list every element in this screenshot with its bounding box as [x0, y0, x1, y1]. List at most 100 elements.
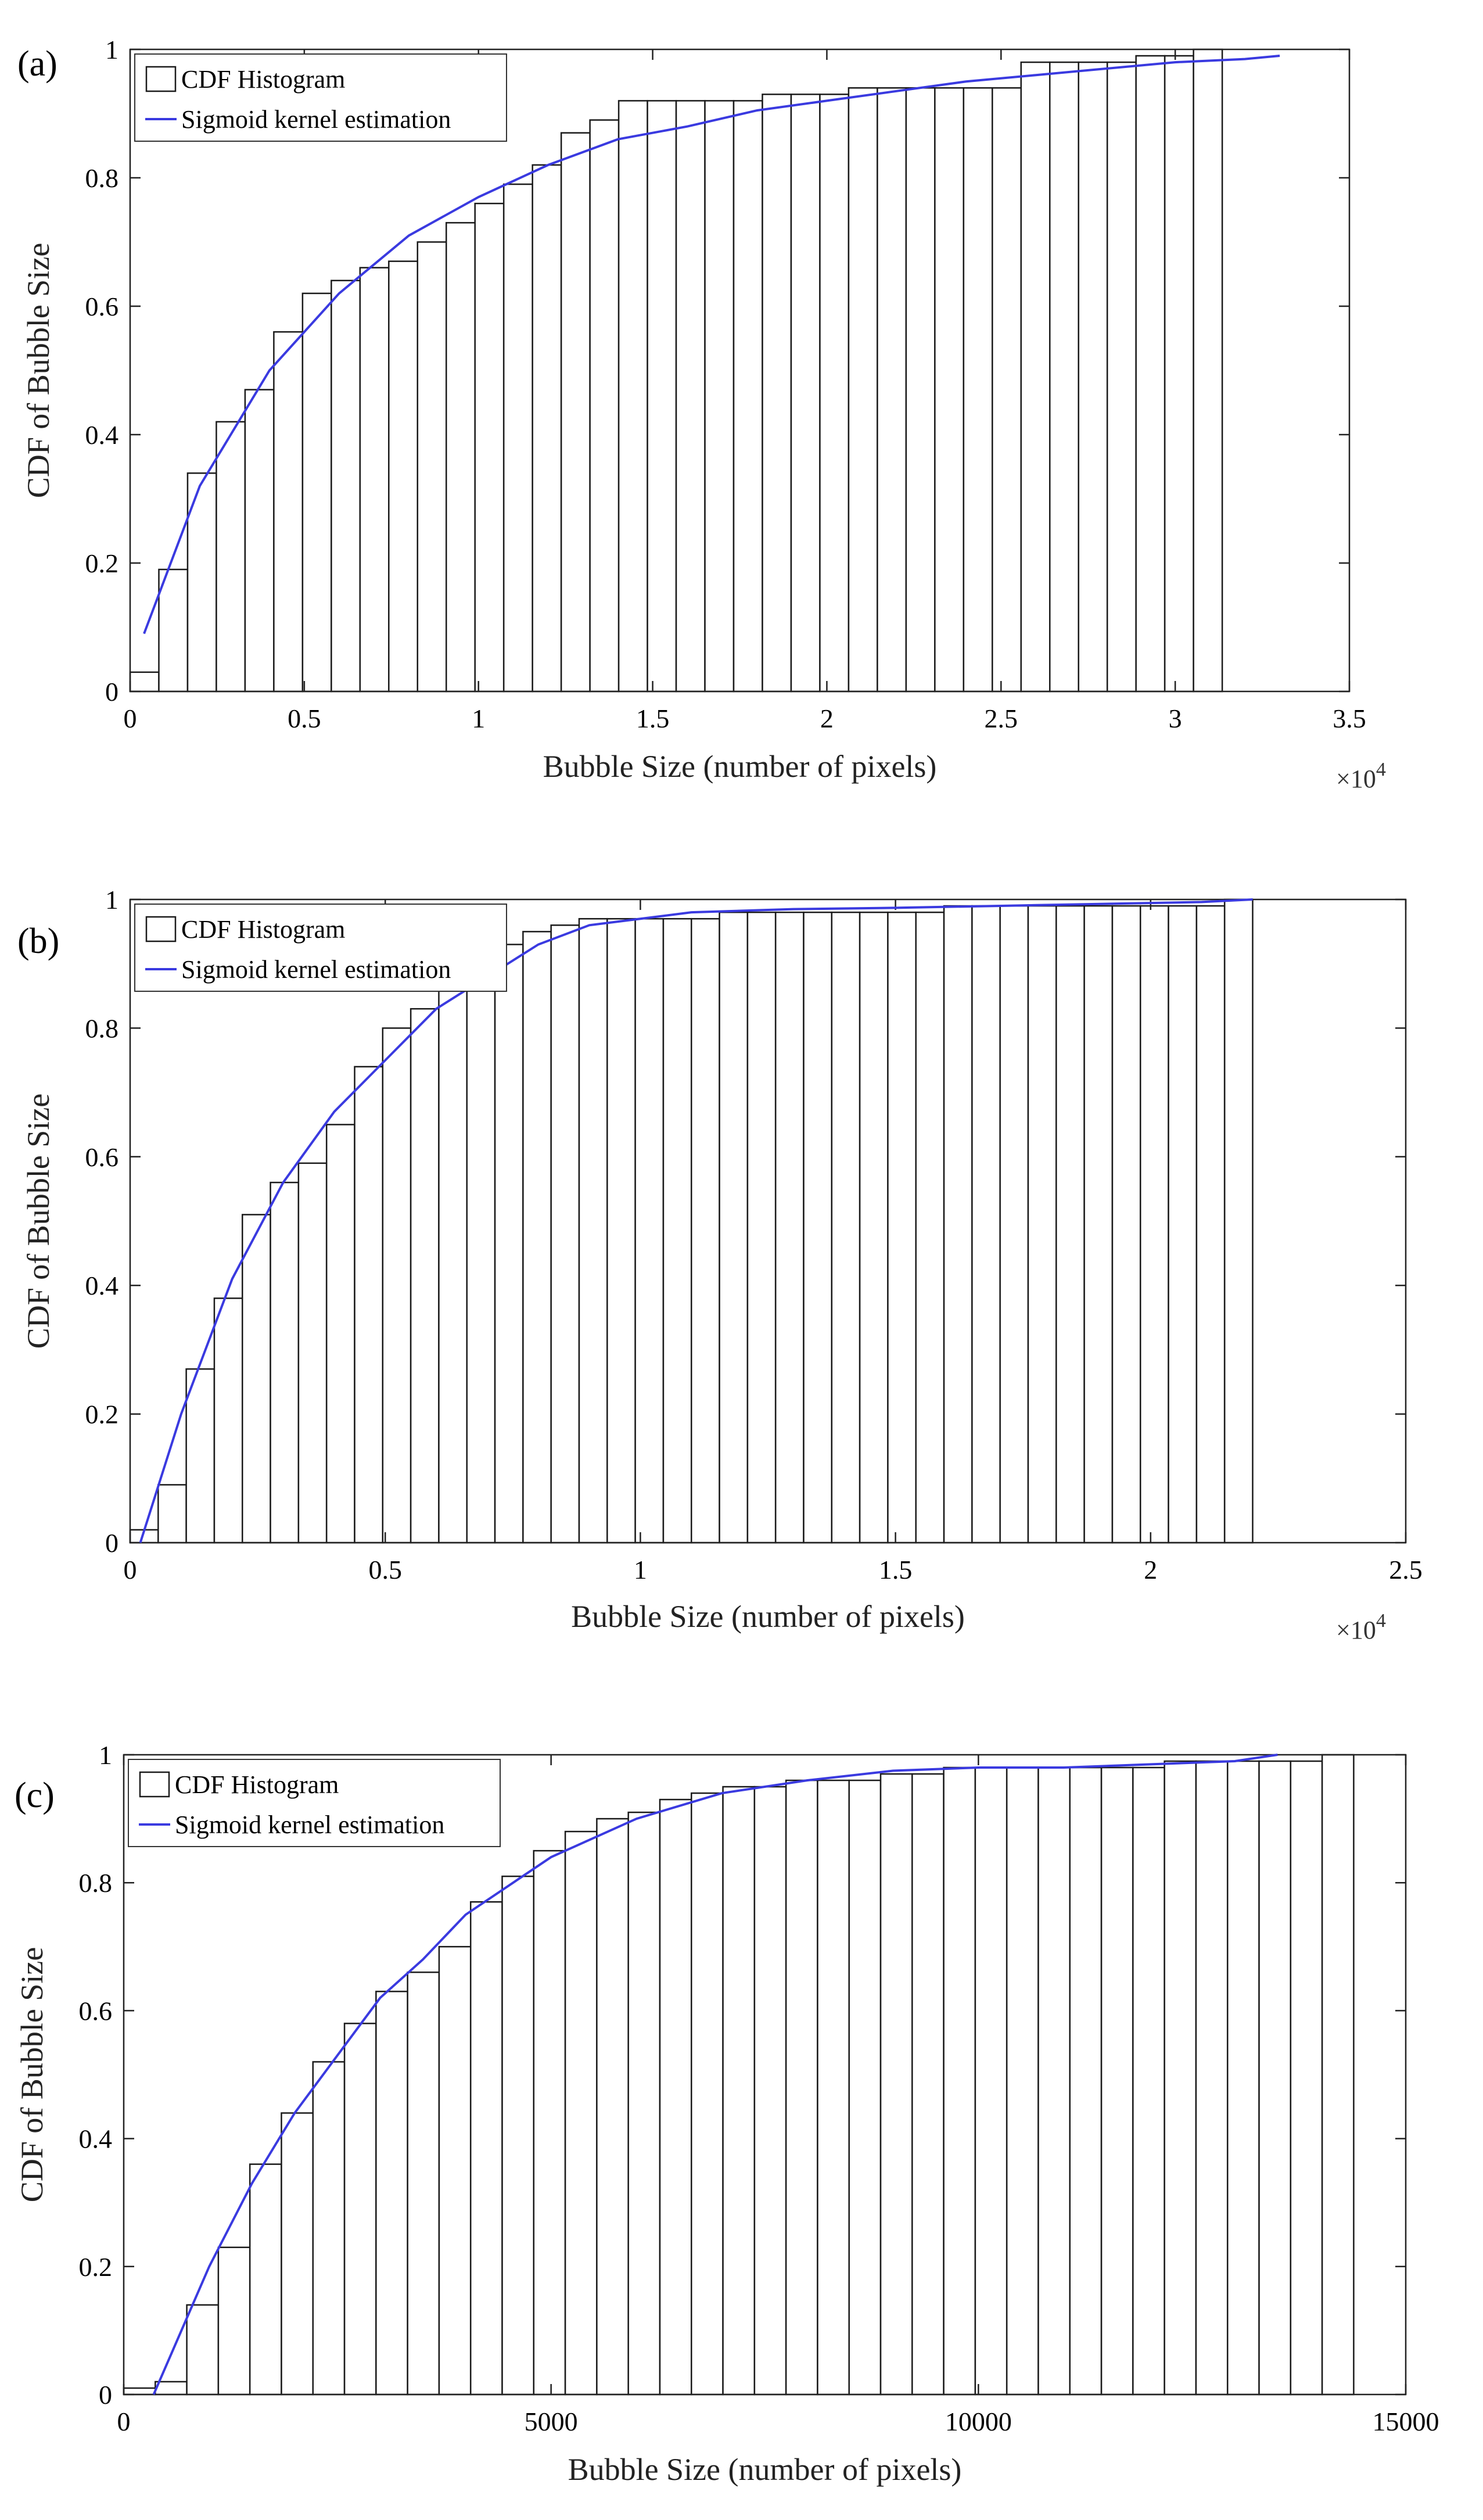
histogram-bar — [560, 132, 591, 693]
histogram-bar — [129, 671, 160, 693]
panel-label: (a) — [17, 44, 58, 84]
y-tick-label: 0.6 — [85, 1142, 119, 1172]
histogram-bar — [217, 2246, 251, 2396]
histogram-bar — [213, 1297, 243, 1544]
x-axis-label: Bubble Size (number of pixels) — [571, 1599, 965, 1634]
y-tick-label: 0.6 — [85, 292, 119, 321]
histogram-bar — [1078, 61, 1108, 693]
histogram-bar — [877, 87, 907, 693]
y-tick-label: 0.8 — [85, 163, 119, 193]
x-axis-multiplier-base: ×10 — [1336, 1616, 1376, 1644]
y-tick-label: 0.6 — [79, 1996, 113, 2026]
legend: CDF Histogram Sigmoid kernel estimation — [134, 904, 507, 992]
histogram-bar — [915, 911, 945, 1544]
axes-box — [123, 1754, 1407, 2396]
histogram-bar — [690, 917, 720, 1544]
x-tick-label: 2.5 — [1389, 1555, 1423, 1585]
histogram-bar — [647, 100, 677, 693]
histogram-bar — [675, 100, 706, 693]
legend-entry-histogram: CDF Histogram — [181, 915, 345, 944]
histogram-bar — [999, 905, 1029, 1544]
x-tick-label: 1.5 — [879, 1555, 913, 1585]
histogram-bar — [1106, 61, 1137, 693]
axes-box — [129, 898, 1407, 1544]
histogram-bar — [819, 94, 850, 693]
y-tick-label: 1 — [99, 1740, 112, 1770]
histogram-bar — [502, 183, 533, 693]
histogram-bar — [343, 2023, 377, 2396]
histogram-bar — [634, 917, 665, 1544]
histogram-bar — [273, 331, 304, 693]
histogram-bar — [1111, 905, 1141, 1544]
sigmoid-curve — [143, 55, 1280, 635]
histogram-bar — [762, 94, 792, 693]
y-ticks: 0 0.2 0.4 0.6 0.8 1 — [85, 35, 1349, 707]
x-tick-label: 0.5 — [288, 704, 321, 733]
y-tick-label: 0.4 — [85, 1271, 119, 1300]
x-tick-label: 2 — [1144, 1555, 1157, 1585]
histogram-bar — [1290, 1760, 1323, 2396]
histogram-bar — [474, 202, 505, 693]
histogram-bar — [494, 944, 524, 1544]
histogram-bar — [249, 2163, 282, 2396]
histogram-bar — [578, 917, 608, 1544]
chart-panel-c: 0 5000 10000 15000 0 0.2 0.4 0.6 0.8 1 Bubble Size… — [15, 1740, 1439, 2487]
x-axis-multiplier-exponent: 4 — [1376, 759, 1386, 780]
y-tick-label: 1 — [105, 35, 119, 64]
histogram-bar — [704, 100, 735, 693]
legend-entry-curve: Sigmoid kernel estimation — [175, 1811, 444, 1839]
histogram-bar — [186, 2304, 220, 2396]
x-tick-label: 1 — [634, 1555, 647, 1585]
histogram-bar — [297, 1162, 328, 1544]
x-tick-label: 5000 — [525, 2407, 578, 2436]
x-tick-label: 1.5 — [636, 704, 670, 733]
histogram-bar — [1223, 898, 1254, 1544]
x-axis-multiplier-exponent: 4 — [1376, 1610, 1386, 1632]
histogram-bar — [971, 905, 1001, 1544]
histogram-bar — [241, 1214, 271, 1544]
histogram-bar — [382, 1027, 412, 1544]
x-axis-multiplier: ×104 — [1336, 1610, 1386, 1644]
histogram-bar — [301, 292, 332, 693]
axes-box — [129, 48, 1351, 693]
histogram-bar — [803, 911, 833, 1544]
x-tick-label: 3.5 — [1333, 704, 1366, 733]
histogram-bar — [1164, 55, 1194, 693]
legend-entry-curve: Sigmoid kernel estimation — [181, 105, 451, 134]
histogram-bar — [785, 1779, 818, 2396]
y-ticks: 0 0.2 0.4 0.6 0.8 1 — [85, 885, 1406, 1558]
histogram-bar — [943, 1766, 976, 2396]
x-ticks: 0 0.5 1 1.5 2 2.5 3 3.5 — [124, 49, 1366, 733]
histogram-bar — [905, 87, 936, 693]
histogram-bar — [887, 911, 917, 1544]
y-tick-label: 0.2 — [79, 2252, 113, 2282]
histogram-bars — [129, 898, 1254, 1544]
histogram-bar — [859, 911, 889, 1544]
histogram-bar — [911, 1773, 945, 2396]
histogram-bar — [325, 1124, 356, 1544]
histogram-bar — [410, 1008, 440, 1544]
legend-histogram-swatch — [139, 1771, 170, 1798]
histogram-bar — [1069, 1766, 1103, 2396]
x-tick-label: 3 — [1169, 704, 1182, 733]
histogram-bar — [627, 1811, 661, 2396]
y-axis-label: CDF of Bubble Size — [21, 1094, 56, 1349]
y-axis-label: CDF of Bubble Size — [21, 243, 56, 499]
histogram-bar — [934, 87, 965, 693]
y-tick-label: 0 — [105, 1528, 119, 1558]
histogram-bar — [1193, 48, 1223, 693]
legend: CDF Histogram Sigmoid kernel estimation — [134, 53, 507, 142]
histogram-bar — [501, 1875, 535, 2396]
histogram-bar — [244, 389, 275, 693]
x-tick-label: 15000 — [1373, 2407, 1439, 2436]
histogram-bar — [617, 100, 648, 693]
histogram-bar — [1037, 1766, 1071, 2396]
y-tick-label: 1 — [105, 885, 119, 915]
histogram-bar — [722, 1786, 756, 2396]
histogram-bar — [774, 911, 805, 1544]
x-axis-label: Bubble Size (number of pixels) — [568, 2452, 962, 2487]
panel-label: (c) — [15, 1776, 55, 1815]
x-tick-label: 1 — [472, 704, 485, 733]
histogram-bar — [359, 267, 390, 693]
histogram-bar — [155, 2381, 188, 2396]
